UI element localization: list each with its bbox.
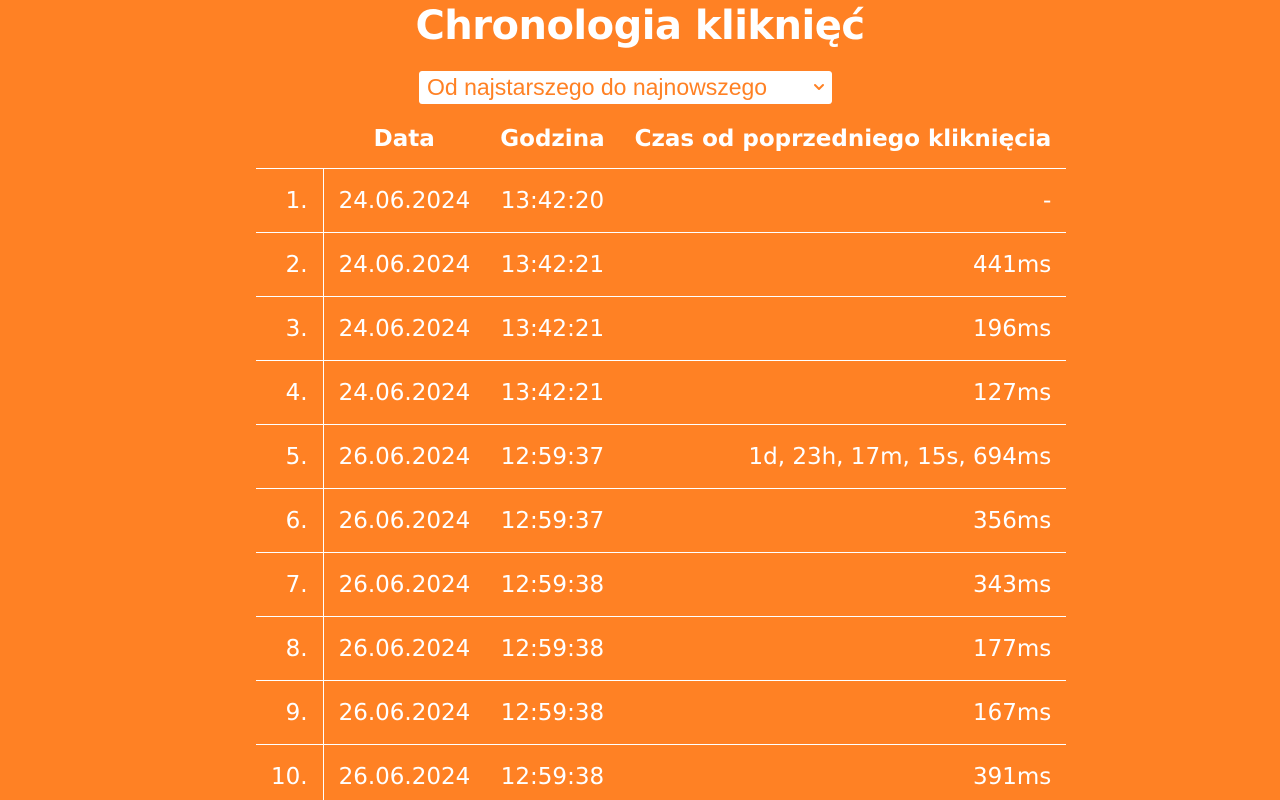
header-date: Data [323,110,486,169]
row-index: 10. [256,744,324,800]
row-index: 6. [256,488,324,553]
table-row: 5. 26.06.2024 12:59:37 1d, 23h, 17m, 15s, 6… [256,424,1067,489]
row-time: 12:59:37 [485,424,620,489]
row-diff: 343ms [619,552,1067,617]
row-diff: 177ms [619,616,1067,681]
row-time: 13:42:20 [485,168,620,233]
row-time: 12:59:38 [485,616,620,681]
row-diff: 391ms [619,744,1067,800]
table-row: 6. 26.06.2024 12:59:37 356ms [256,488,1067,553]
row-date: 24.06.2024 [323,168,486,233]
row-index: 7. [256,552,324,617]
row-diff: 196ms [619,296,1067,361]
row-time: 12:59:38 [485,680,620,745]
row-time: 13:42:21 [485,360,620,425]
table-row: 4. 24.06.2024 13:42:21 127ms [256,360,1067,425]
sort-order-selected-value: Od najstarszego do najnowszego [427,74,768,100]
row-time: 13:42:21 [485,296,620,361]
page-title: Chronologia kliknięć [415,3,865,49]
row-index: 5. [256,424,324,489]
chevron-down-icon [814,84,824,90]
row-date: 24.06.2024 [323,360,486,425]
header-index [256,110,324,169]
header-time: Godzina [485,110,620,169]
row-diff: - [619,168,1067,233]
row-date: 24.06.2024 [323,232,486,297]
table-row: 10. 26.06.2024 12:59:38 391ms [256,744,1067,800]
row-time: 12:59:38 [485,552,620,617]
row-time: 13:42:21 [485,232,620,297]
table-row: 3. 24.06.2024 13:42:21 196ms [256,296,1067,361]
row-date: 26.06.2024 [323,680,486,745]
row-index: 4. [256,360,324,425]
row-diff: 1d, 23h, 17m, 15s, 694ms [619,424,1067,489]
row-index: 1. [256,168,324,233]
row-date: 26.06.2024 [323,744,486,800]
row-diff: 127ms [619,360,1067,425]
row-diff: 441ms [619,232,1067,297]
header-diff: Czas od poprzedniego kliknięcia [619,110,1067,169]
table-row: 7. 26.06.2024 12:59:38 343ms [256,552,1067,617]
row-date: 24.06.2024 [323,296,486,361]
row-index: 8. [256,616,324,681]
table-header-row: Data Godzina Czas od poprzedniego klikni… [256,110,1067,169]
table-row: 2. 24.06.2024 13:42:21 441ms [256,232,1067,297]
row-date: 26.06.2024 [323,424,486,489]
table-row: 8. 26.06.2024 12:59:38 177ms [256,616,1067,681]
row-time: 12:59:38 [485,744,620,800]
row-time: 12:59:37 [485,488,620,553]
clicks-table: Data Godzina Czas od poprzedniego klikni… [256,110,1067,800]
row-date: 26.06.2024 [323,552,486,617]
row-index: 9. [256,680,324,745]
sort-order-select[interactable]: Od najstarszego do najnowszego [419,71,832,104]
row-date: 26.06.2024 [323,488,486,553]
table-row: 9. 26.06.2024 12:59:38 167ms [256,680,1067,745]
row-diff: 356ms [619,488,1067,553]
row-index: 2. [256,232,324,297]
row-date: 26.06.2024 [323,616,486,681]
table-row: 1. 24.06.2024 13:42:20- [256,168,1067,233]
row-index: 3. [256,296,324,361]
row-diff: 167ms [619,680,1067,745]
